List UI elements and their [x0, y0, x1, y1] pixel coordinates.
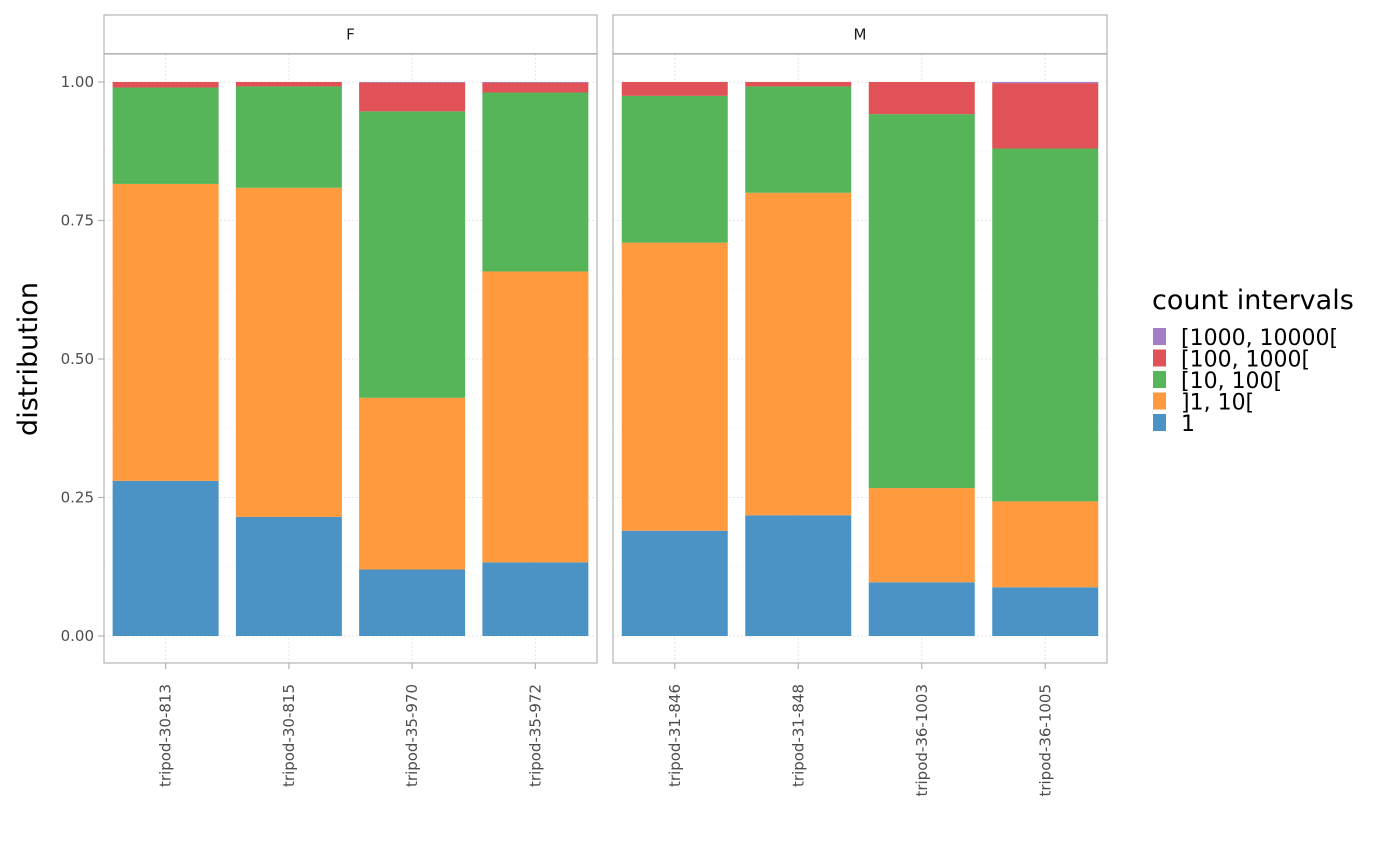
legend: count intervals [1000, 10000[[100, 1000[…	[1152, 285, 1354, 437]
legend-key	[1153, 414, 1166, 431]
bar-segment	[482, 82, 589, 93]
bar-segment	[868, 114, 975, 489]
legend-title: count intervals	[1152, 285, 1354, 316]
bar-segment	[359, 397, 466, 570]
bar-segment	[868, 82, 975, 115]
x-tick-label: tripod-30-813	[157, 684, 175, 787]
legend-label: [1000, 10000[	[1181, 326, 1338, 351]
y-tick-label: 0.50	[61, 350, 94, 368]
bar-segment	[359, 82, 466, 112]
x-tick-label: tripod-35-970	[403, 684, 421, 787]
legend-key	[1153, 328, 1166, 345]
legend-items: [1000, 10000[[100, 1000[[10, 100[]1, 10[…	[1153, 326, 1338, 437]
bar-segment	[868, 582, 975, 636]
x-tick-label: tripod-36-1003	[913, 684, 931, 797]
bar-segment	[359, 82, 466, 83]
bar-segment	[112, 480, 219, 636]
x-tick-label: tripod-36-1005	[1036, 684, 1054, 797]
bar-segment	[745, 515, 852, 636]
bar-segment	[482, 271, 589, 563]
y-tick-label: 0.25	[61, 489, 94, 507]
bar-segment	[482, 82, 589, 83]
bar-segment	[359, 111, 466, 398]
bars	[621, 82, 1099, 636]
legend-label: 1	[1181, 412, 1195, 437]
bar-segment	[992, 587, 1099, 636]
facet-strip	[612, 14, 1108, 55]
legend-label: [100, 1000[	[1181, 348, 1310, 373]
bar-segment	[482, 92, 589, 272]
x-tick-label: tripod-31-848	[789, 684, 807, 787]
bar-segment	[112, 183, 219, 481]
x-axis: tripod-31-846 tripod-31-848 tripod-36-1003…	[666, 663, 1054, 797]
legend-label: [10, 100[	[1181, 369, 1282, 394]
bar-segment	[621, 242, 728, 531]
bar-segment	[235, 516, 342, 636]
bar-segment	[992, 82, 1099, 84]
facet-strip	[103, 14, 598, 55]
bar-segment	[235, 86, 342, 188]
bar-segment	[745, 86, 852, 193]
bar-segment	[621, 95, 728, 243]
bar-segment	[621, 82, 728, 96]
legend-key	[1153, 349, 1166, 367]
bar-segment	[992, 501, 1099, 588]
y-tick-label: 0.00	[61, 627, 94, 645]
bar-segment	[992, 148, 1099, 502]
bar-segment	[112, 82, 219, 88]
bar-segment	[112, 87, 219, 184]
bar-segment	[745, 82, 852, 87]
bar-segment	[235, 82, 342, 87]
bar-segment	[359, 569, 466, 636]
facet-strip-label: F	[346, 26, 355, 44]
bar-segment	[745, 192, 852, 516]
y-axis: 0.00 0.25 0.50 0.75 1.00	[61, 73, 104, 645]
y-tick-label: 0.75	[61, 212, 94, 230]
x-axis: tripod-30-813 tripod-30-815 tripod-35-970 t…	[157, 663, 544, 787]
x-tick-label: tripod-31-846	[666, 684, 684, 787]
bar-segment	[235, 187, 342, 517]
bar-segment	[992, 83, 1099, 149]
facet-strip-label: M	[854, 26, 867, 44]
x-tick-label: tripod-30-815	[280, 684, 298, 787]
bar-segment	[621, 530, 728, 636]
x-tick-label: tripod-35-972	[526, 684, 544, 787]
legend-key	[1153, 392, 1166, 410]
y-tick-label: 1.00	[61, 73, 94, 91]
y-axis-title: distribution	[13, 282, 44, 436]
legend-key	[1153, 371, 1166, 388]
panel-border	[612, 53, 1108, 664]
bar-segment	[482, 562, 589, 636]
legend-label: ]1, 10[	[1181, 391, 1254, 416]
bar-segment	[868, 488, 975, 583]
bars	[112, 82, 589, 636]
